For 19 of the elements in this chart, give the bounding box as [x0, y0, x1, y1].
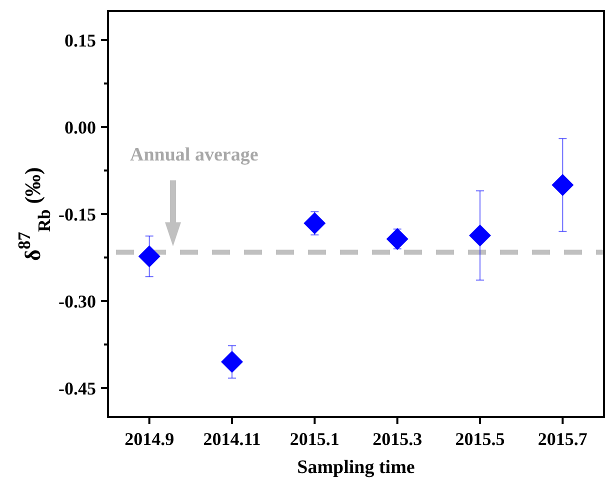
point — [221, 350, 243, 373]
point — [138, 245, 160, 268]
y-tick-label: 0.15 — [64, 30, 96, 50]
point — [552, 174, 574, 196]
point — [386, 228, 408, 250]
y-tick-label: -0.15 — [58, 204, 96, 224]
x-tick-label: 2015.3 — [372, 429, 422, 449]
x-axis-title: Sampling time — [297, 457, 415, 478]
x-tick-label: 2014.9 — [124, 429, 174, 449]
y-tick-label: -0.30 — [58, 291, 96, 312]
x-tick-label: 2015.7 — [538, 429, 588, 449]
ref-line-label: Annual average — [130, 144, 258, 166]
x-tick-label: 2014.11 — [203, 429, 261, 449]
x-tick-label: 2015.1 — [290, 429, 340, 449]
point — [469, 224, 491, 246]
point — [304, 212, 326, 234]
x-tick-label: 2015.5 — [455, 429, 505, 449]
y-tick-label: 0.00 — [64, 117, 96, 138]
y-tick-label: -0.45 — [58, 378, 96, 398]
